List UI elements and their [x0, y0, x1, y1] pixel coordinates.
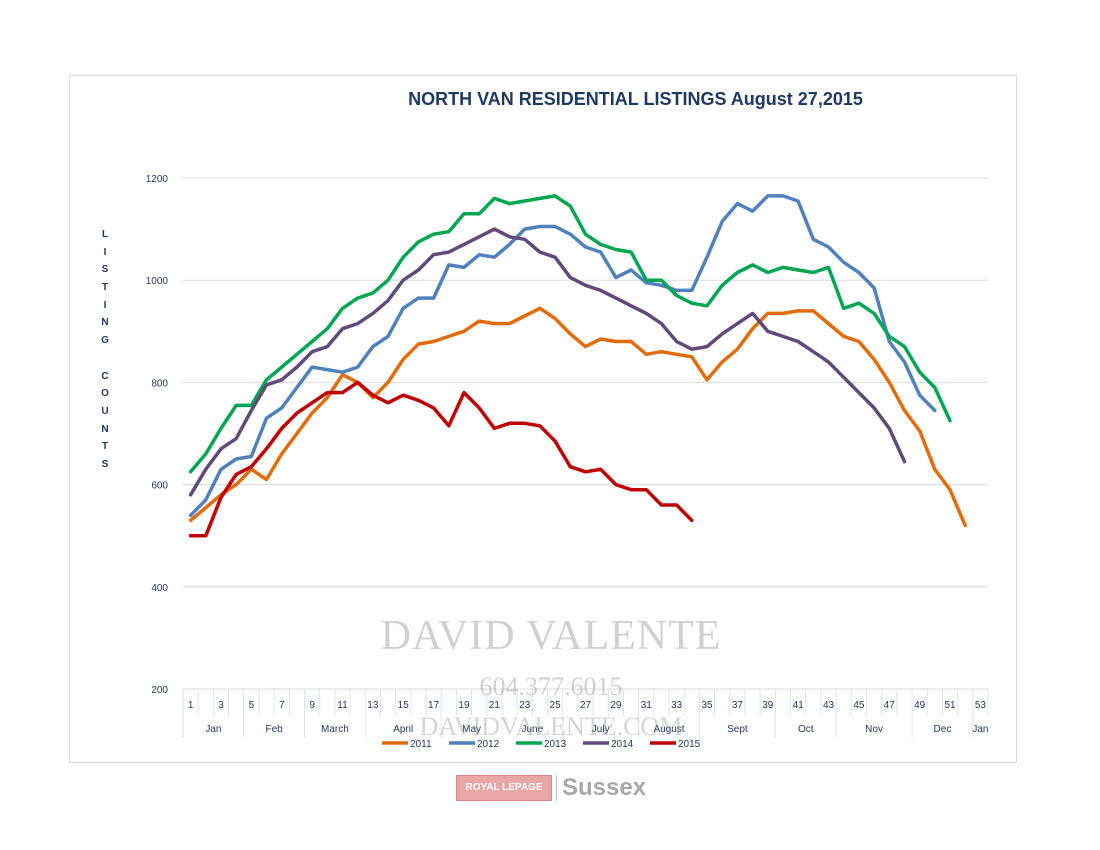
month-label: Dec	[934, 724, 952, 735]
legend-label-2014: 2014	[611, 739, 634, 750]
month-label: Nov	[865, 724, 883, 735]
x-tick-label: 35	[701, 700, 713, 711]
y-axis-ticks: 200 400 600 800 1000 1200	[146, 174, 169, 696]
series-line-2015	[188, 380, 694, 538]
x-tick-label: 9	[309, 700, 315, 711]
x-tick-label: 51	[944, 700, 956, 711]
y-axis-label-letter: O	[101, 388, 109, 400]
chart-frame	[69, 75, 1017, 763]
month-label: Feb	[266, 724, 284, 735]
x-tick-label: 49	[914, 700, 926, 711]
month-label: Jan	[972, 724, 988, 735]
x-tick-label: 29	[610, 700, 622, 711]
month-label: July	[592, 724, 610, 735]
x-tick-label: 21	[489, 700, 501, 711]
y-axis-label-letter: S	[101, 264, 109, 276]
y-axis-label-letter: C	[101, 370, 109, 382]
series-line-2013	[188, 194, 952, 474]
month-label: August	[653, 724, 684, 735]
x-tick-label: 27	[580, 700, 592, 711]
x-tick-label: 25	[550, 700, 562, 711]
gridlines	[183, 177, 988, 588]
chart-title: NORTH VAN RESIDENTIAL LISTINGS August 27…	[408, 89, 863, 109]
month-label: Sept	[727, 724, 748, 735]
y-axis-label-letter: N	[101, 423, 109, 435]
x-tick-label: 39	[762, 700, 774, 711]
y-tick-label: 200	[151, 685, 168, 696]
legend: 2011 2012 2013 2014 2015	[382, 739, 701, 750]
y-axis-label-letter: N	[101, 317, 109, 329]
y-axis-label-letter: L	[101, 229, 109, 240]
y-axis-label-letter: I	[103, 299, 107, 311]
x-tick-label: 3	[218, 700, 224, 711]
legend-label-2015: 2015	[678, 739, 701, 750]
month-label: June	[521, 724, 543, 735]
x-tick-label: 53	[975, 700, 987, 711]
month-label: Jan	[205, 724, 221, 735]
y-tick-label: 600	[151, 481, 168, 492]
x-tick-label: 11	[337, 700, 348, 711]
month-label: April	[393, 724, 413, 735]
x-tick-label: 15	[398, 700, 410, 711]
y-tick-label: 1000	[146, 276, 169, 287]
legend-label-2012: 2012	[477, 739, 500, 750]
x-tick-label: 23	[519, 700, 531, 711]
x-tick-label: 33	[671, 700, 683, 711]
x-tick-label: 17	[428, 700, 440, 711]
month-label: March	[321, 724, 349, 735]
y-axis-label-letter: G	[101, 335, 109, 347]
y-axis-label-letter: U	[101, 405, 109, 417]
y-axis-label-letter: I	[103, 246, 107, 258]
series-line-2011	[188, 306, 967, 528]
watermark-name: DAVID VALENTE	[380, 613, 722, 659]
y-tick-label: 400	[151, 583, 168, 594]
month-label: Oct	[798, 724, 814, 735]
logo-divider	[556, 775, 557, 801]
watermark-website: DAVIDVALENTE.COM	[419, 712, 683, 741]
month-label: May	[462, 724, 481, 735]
x-tick-label: 43	[823, 700, 835, 711]
x-axis: 1 3 5 7 9 11 13 15 17 19 21 23 25 27 29 31 33 35 37 39 41 43 4…	[182, 688, 989, 738]
series-line-2014	[188, 227, 907, 497]
series-line-2012	[188, 194, 937, 518]
x-tick-label: 47	[884, 700, 896, 711]
royal-lepage-logo-box	[456, 775, 552, 801]
x-tick-label: 7	[279, 700, 285, 711]
legend-label-2011: 2011	[410, 739, 432, 750]
x-tick-label: 37	[732, 700, 744, 711]
y-axis-label-letter: T	[101, 441, 109, 453]
y-tick-label: 800	[151, 378, 168, 389]
x-tick-label: 13	[367, 700, 379, 711]
x-tick-label: 41	[793, 700, 805, 711]
x-tick-label: 5	[249, 700, 255, 711]
x-tick-label: 45	[853, 700, 865, 711]
x-tick-label: 31	[641, 700, 653, 711]
royal-lepage-text: ROYAL LEPAGE	[465, 782, 543, 793]
legend-label-2013: 2013	[544, 739, 567, 750]
x-tick-label: 19	[458, 700, 470, 711]
watermark-phone: 604.377.6015	[479, 672, 623, 701]
y-tick-label: 1200	[146, 174, 169, 185]
y-axis-label-letter: T	[101, 282, 109, 294]
x-tick-label: 1	[188, 700, 194, 711]
office-name: Sussex	[562, 774, 647, 801]
series-lines	[188, 194, 967, 538]
y-axis-label-letter: S	[101, 458, 109, 470]
